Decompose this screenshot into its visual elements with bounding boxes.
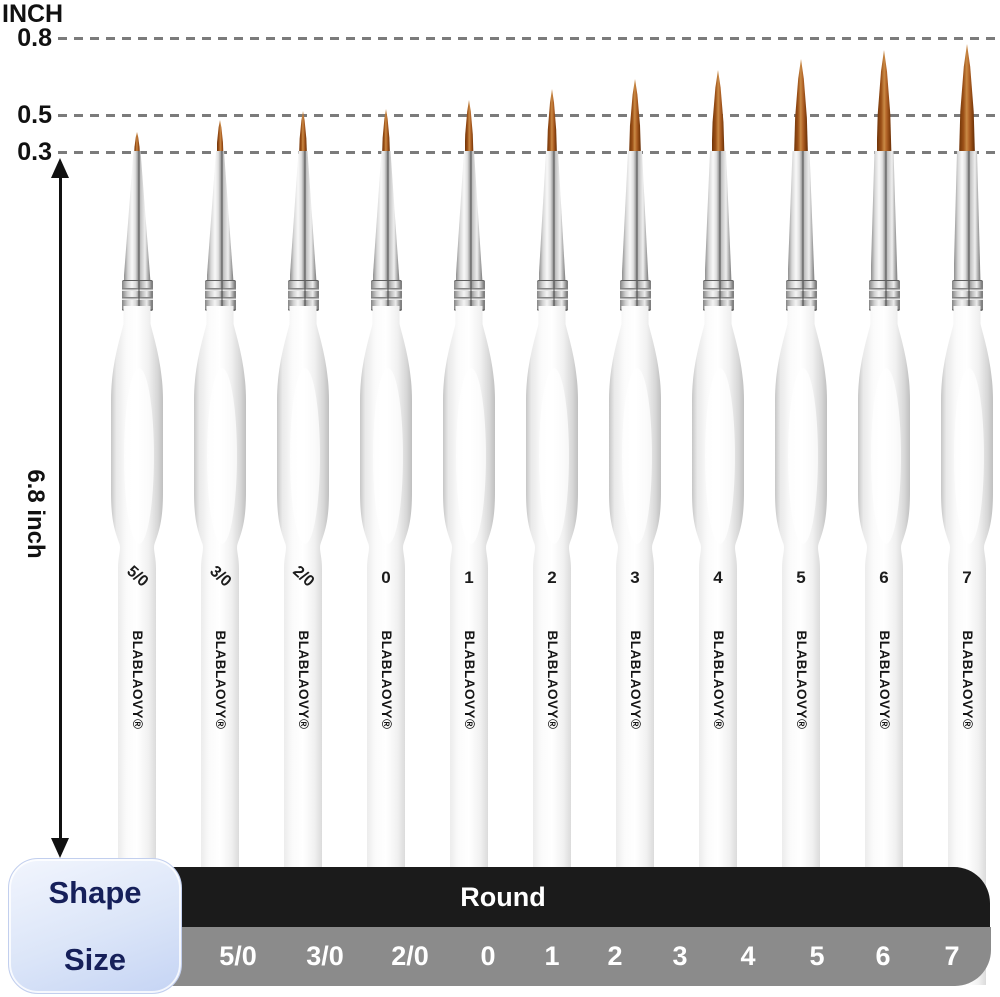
brush-7: 7 BLABLAOVY® xyxy=(932,0,1000,997)
brand-name: BLABLAOVY® xyxy=(711,630,726,730)
bristle xyxy=(382,109,390,157)
handle-size-mark: 6 xyxy=(879,568,889,587)
handle xyxy=(111,306,163,985)
brush-2: 2 BLABLAOVY® xyxy=(517,0,587,997)
brand-name: BLABLAOVY® xyxy=(130,630,145,730)
ruler-mark-label-0.5: 0.5 xyxy=(17,101,52,129)
ruler-mark-label-0.8: 0.8 xyxy=(17,24,52,52)
brush-4: 4 BLABLAOVY® xyxy=(683,0,753,997)
handle xyxy=(775,306,827,985)
size-cell-4: 4 xyxy=(740,941,756,971)
bristle xyxy=(299,111,307,157)
brush-5: 5 BLABLAOVY® xyxy=(766,0,836,997)
bristle xyxy=(711,70,725,157)
handle-size-mark: 1 xyxy=(464,568,474,587)
bristle xyxy=(794,59,808,157)
size-cell-3: 3 xyxy=(672,941,688,971)
ferrule xyxy=(704,151,732,282)
ferrule xyxy=(123,151,151,282)
ferrule xyxy=(289,151,317,282)
size-cell-5: 5 xyxy=(809,941,825,971)
ferrule-crimp xyxy=(785,280,817,311)
size-cell-7: 7 xyxy=(944,941,960,971)
shape-value: Round xyxy=(460,882,546,912)
brand-name: BLABLAOVY® xyxy=(545,630,560,730)
brand-name: BLABLAOVY® xyxy=(379,630,394,730)
size-cell-1: 1 xyxy=(544,941,560,971)
ferrule xyxy=(621,151,649,282)
ferrule-crimp xyxy=(453,280,485,311)
size-cell-2: 2 xyxy=(607,941,623,971)
handle-size-mark: 7 xyxy=(962,568,972,587)
size-cell-3-0: 3/0 xyxy=(306,941,344,971)
handle xyxy=(277,306,329,985)
size-cell-2-0: 2/0 xyxy=(391,941,429,971)
brand-name: BLABLAOVY® xyxy=(296,630,311,730)
handle xyxy=(443,306,495,985)
handle-size-mark: 3 xyxy=(630,568,640,587)
handle xyxy=(941,306,993,985)
brush-2-0: 2/0 BLABLAOVY® xyxy=(268,0,338,997)
brand-name: BLABLAOVY® xyxy=(960,630,975,730)
brush-0: 0 BLABLAOVY® xyxy=(351,0,421,997)
handle xyxy=(692,306,744,985)
size-cell-6: 6 xyxy=(875,941,891,971)
handle-size-mark: 2 xyxy=(547,568,557,587)
brush-6: 6 BLABLAOVY® xyxy=(849,0,919,997)
ferrule-crimp xyxy=(951,280,983,311)
brand-name: BLABLAOVY® xyxy=(213,630,228,730)
spec-legend-box: Shape Size xyxy=(8,858,182,994)
handle xyxy=(858,306,910,985)
ferrule xyxy=(538,151,566,282)
brand-name: BLABLAOVY® xyxy=(462,630,477,730)
handle-size-mark: 5 xyxy=(796,568,806,587)
ferrule xyxy=(455,151,483,282)
shape-row-label: Shape xyxy=(48,874,142,910)
size-bar xyxy=(140,927,991,986)
ferrule xyxy=(206,151,234,282)
handle xyxy=(609,306,661,985)
bristle xyxy=(134,132,140,157)
handle xyxy=(360,306,412,985)
ruler-mark-label-0.3: 0.3 xyxy=(17,138,52,166)
ruler-dashed-line-0.5 xyxy=(58,114,1000,117)
handle-size-mark: 0 xyxy=(381,568,391,587)
ferrule xyxy=(870,151,898,282)
brush-3: 3 BLABLAOVY® xyxy=(600,0,670,997)
bristle xyxy=(464,100,474,157)
ruler-dashed-line-0.3 xyxy=(58,151,1000,154)
bristle xyxy=(876,50,892,157)
bristle xyxy=(216,120,224,157)
shape-bar xyxy=(140,867,990,927)
size-cell-5-0: 5/0 xyxy=(219,941,257,971)
brush-3-0: 3/0 BLABLAOVY® xyxy=(185,0,255,997)
brush-5-0: 5/0 BLABLAOVY® xyxy=(102,0,172,997)
bristle xyxy=(629,79,641,157)
ferrule-crimp xyxy=(536,280,568,311)
brand-name: BLABLAOVY® xyxy=(877,630,892,730)
ferrule xyxy=(372,151,400,282)
bristle xyxy=(959,44,975,157)
ruler-unit-label: INCH xyxy=(2,0,64,28)
ruler-dashed-line-0.8 xyxy=(58,37,1000,40)
brush-1: 1 BLABLAOVY® xyxy=(434,0,504,997)
size-cell-0: 0 xyxy=(480,941,496,971)
handle xyxy=(526,306,578,985)
length-arrow-line xyxy=(59,176,62,840)
size-row-label: Size xyxy=(63,941,127,977)
brand-name: BLABLAOVY® xyxy=(794,630,809,730)
ferrule xyxy=(787,151,815,282)
bristle xyxy=(547,89,557,157)
length-arrow-up-icon xyxy=(51,158,69,178)
brand-name: BLABLAOVY® xyxy=(628,630,643,730)
length-arrow-down-icon xyxy=(51,838,69,858)
ferrule xyxy=(953,151,981,282)
handle xyxy=(194,306,246,985)
handle-size-mark: 4 xyxy=(713,568,723,587)
